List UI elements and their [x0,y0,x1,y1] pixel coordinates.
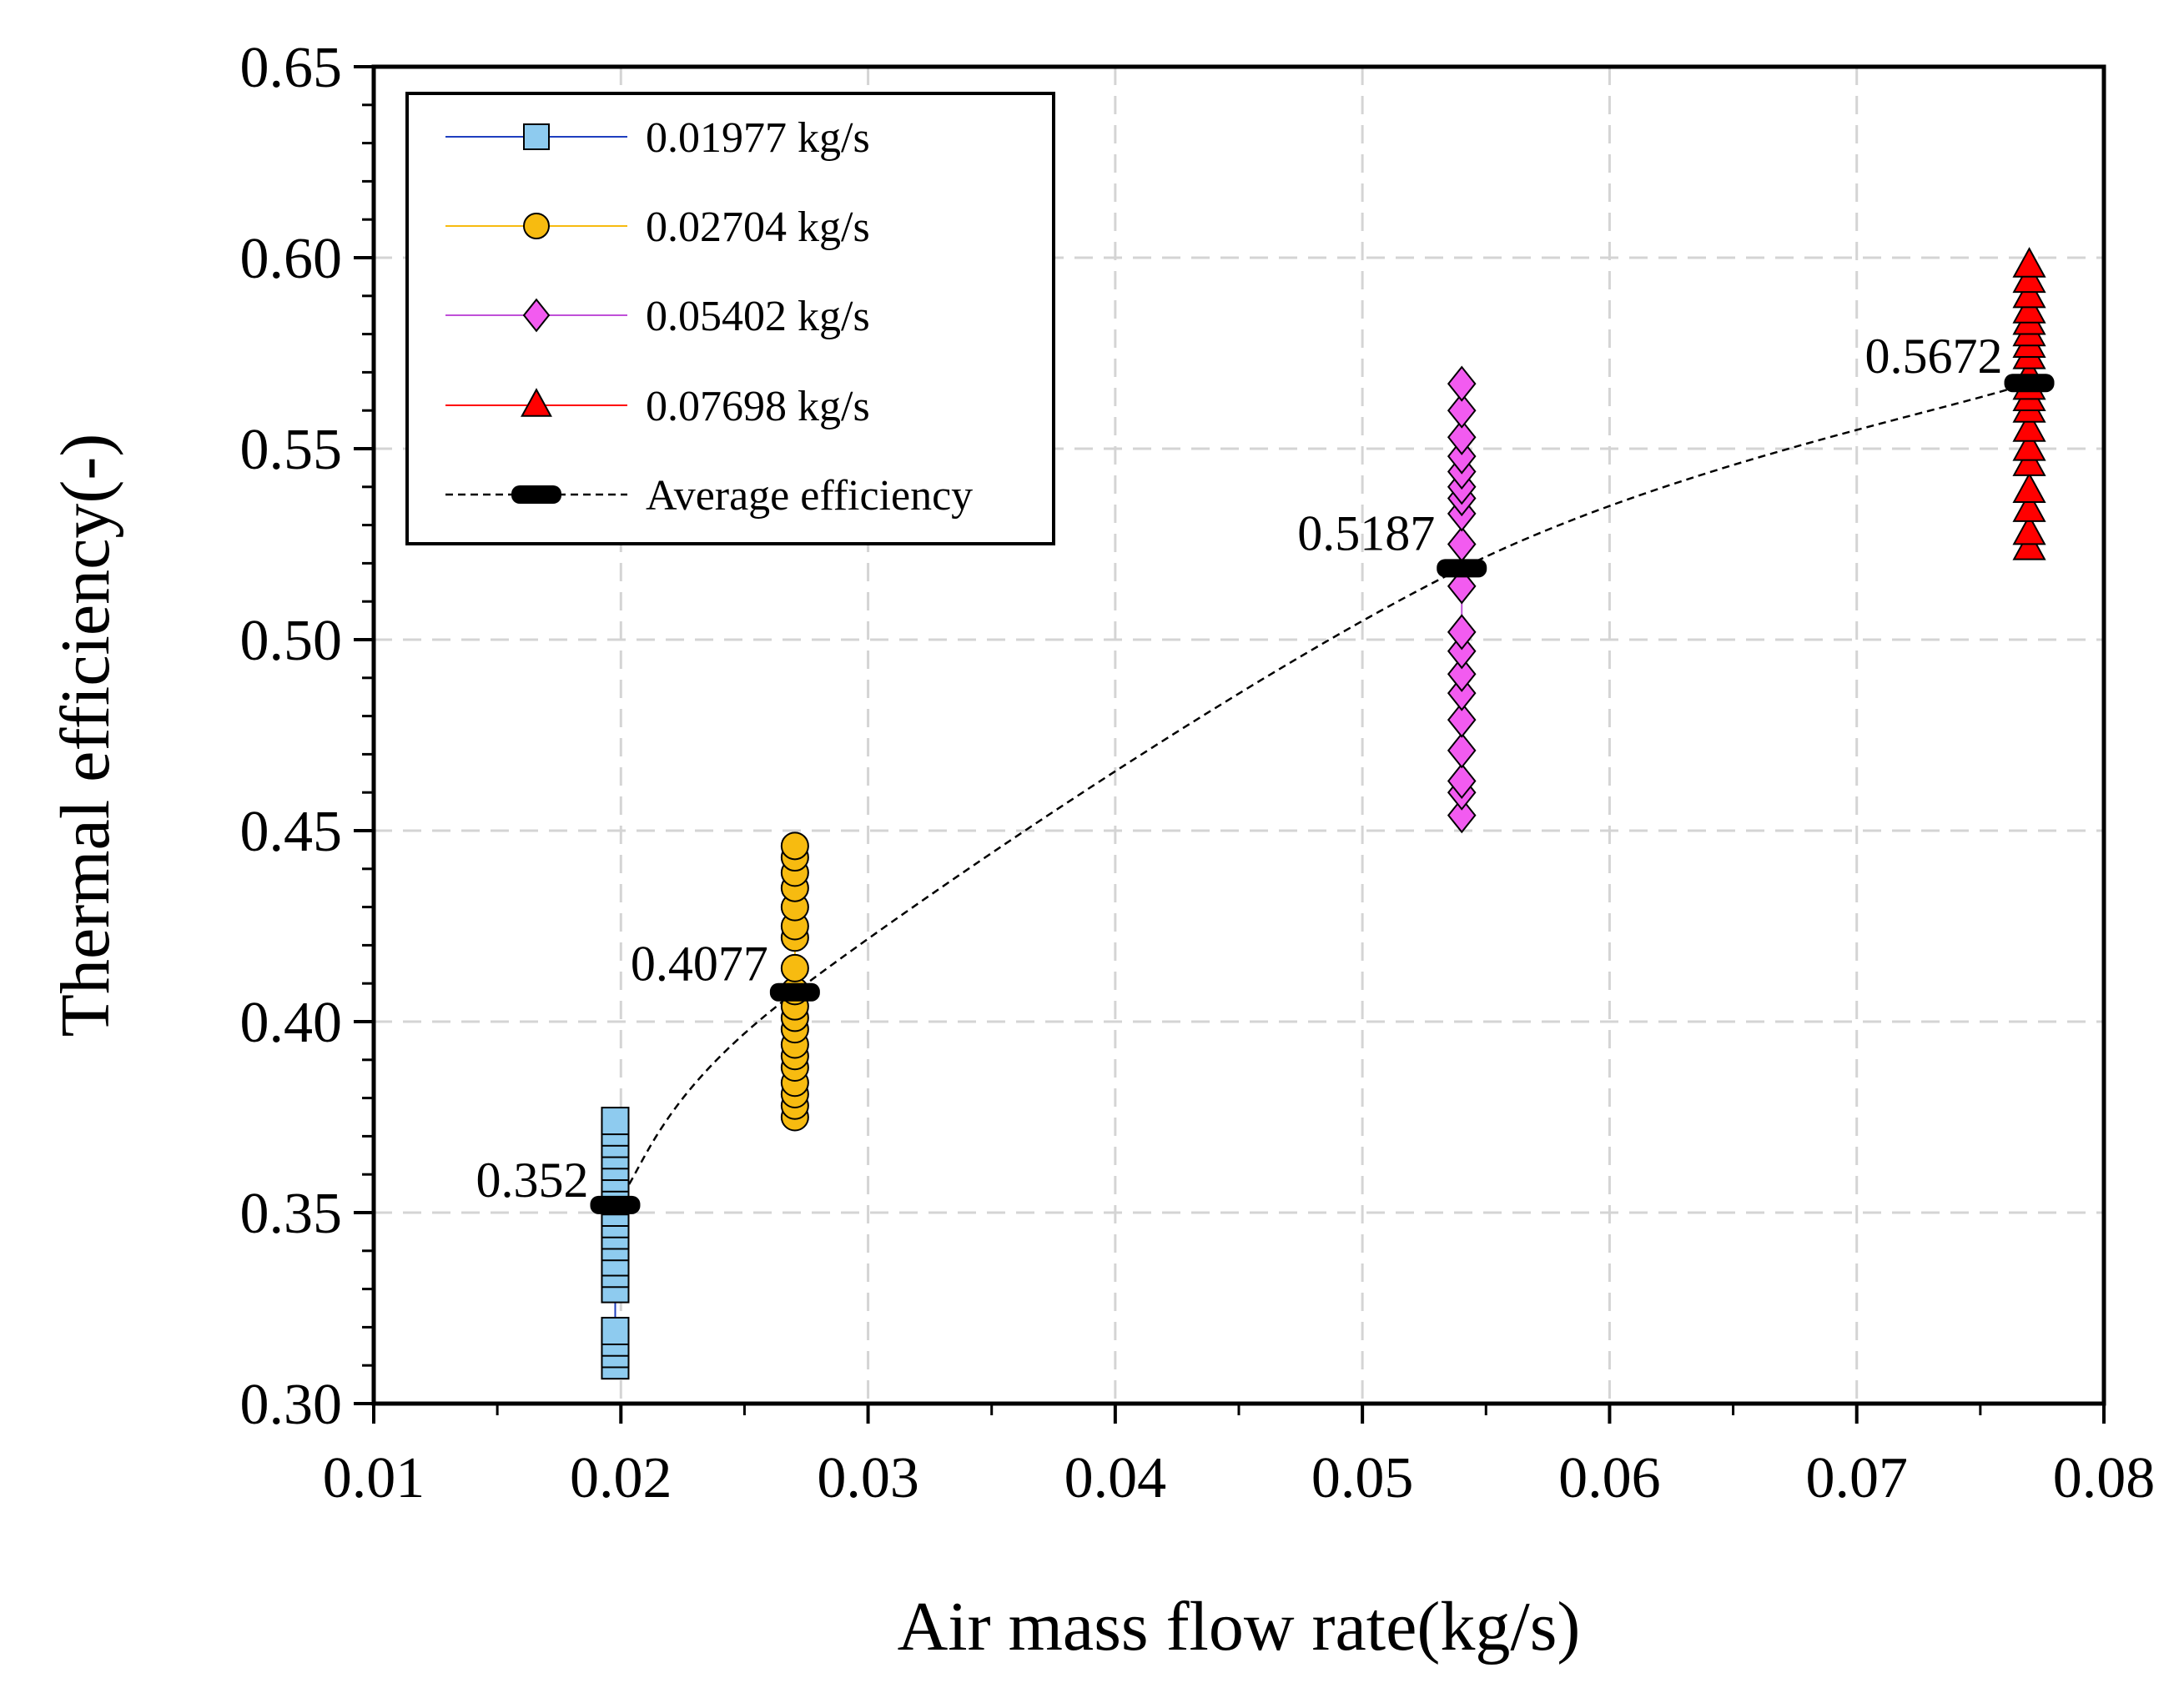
average-marker [1437,559,1487,578]
average-marker [2004,374,2055,393]
data-point [1447,797,1477,834]
series-diamond [1447,365,1477,834]
average-label: 0.4077 [631,937,768,992]
data-point [1447,701,1477,738]
y-tick-label: 0.35 [240,1182,343,1246]
average-label: 0.5187 [1297,505,1435,560]
y-axis-title: Thermal efficiency(-) [47,434,124,1037]
legend-label: 0.01977 kg/s [646,114,870,162]
legend-label: Average efficiency [646,472,973,520]
average-efficiency-line [614,382,2030,1206]
x-tick-label: 0.04 [1064,1446,1167,1510]
data-point [780,953,809,982]
x-tick-label: 0.01 [323,1446,425,1510]
data-point [2012,277,2046,309]
series-triangle [2012,247,2046,560]
x-tick-label: 0.08 [2053,1446,2156,1510]
data-point [1447,365,1477,402]
average-label: 0.5672 [1865,329,2003,384]
series-square [601,1107,630,1380]
data-point [1447,419,1477,455]
y-tick-label: 0.40 [240,991,343,1055]
data-point [1447,438,1477,475]
data-point [1447,656,1477,692]
average-marker [769,982,820,1002]
data-point [2012,293,2046,324]
data-point [2012,529,2046,560]
data-point [2012,514,2046,545]
y-tick-label: 0.60 [240,227,343,291]
average-markers [590,374,2055,1214]
data-point [1447,392,1477,429]
legend-label: 0.05402 kg/s [646,293,870,340]
data-point [1447,568,1477,605]
data-point [2012,445,2046,476]
data-point [1447,675,1477,711]
data-point [780,831,809,861]
x-tick-label: 0.03 [817,1446,919,1510]
y-tick-label: 0.30 [240,1373,343,1437]
legend-symbol-triangle [521,388,552,417]
y-tick-label: 0.65 [240,36,343,100]
data-point [2012,491,2046,522]
grid [374,67,2104,1404]
y-tick-label: 0.50 [240,609,343,673]
data-point [2012,430,2046,461]
x-tick-label: 0.05 [1311,1446,1414,1510]
data-point [1447,762,1477,800]
x-axis-title: Air mass flow rate(kg/s) [898,1588,1581,1665]
data-point [2012,411,2046,442]
legend-symbol-circle [523,213,550,239]
legend: 0.01977 kg/s 0.02704 kg/s 0.05402 kg/s 0.07… [405,92,1055,545]
series-circle [780,831,809,1132]
average-curve [614,382,2030,1206]
data-point [601,1316,630,1345]
legend-symbol-square [523,123,550,150]
data-point [2012,247,2046,278]
legend-box [405,92,1055,545]
legend-symbol-average [511,485,561,504]
average-label: 0.352 [476,1153,588,1208]
average-labels: 0.352 0.4077 0.5187 0.5672 [476,329,2002,1208]
y-tick-label: 0.45 [240,800,343,864]
legend-label: 0.02704 kg/s [646,203,870,251]
legend-label: 0.07698 kg/s [646,383,870,430]
series-points [601,247,2046,1380]
data-point [1447,525,1477,563]
data-point [1447,633,1477,670]
legend-symbol-diamond [522,298,551,333]
axes: 0.01 0.02 0.03 0.04 0.05 0.06 0.07 0.08 0.30 0.35… [240,36,2156,1510]
data-point [2012,262,2046,294]
data-point [1447,732,1477,769]
x-tick-label: 0.07 [1805,1446,1908,1510]
average-marker [590,1195,641,1214]
y-tick-label: 0.55 [240,418,343,482]
x-tick-label: 0.06 [1558,1446,1661,1510]
data-point [1447,614,1477,651]
data-point [2012,472,2046,503]
x-tick-label: 0.02 [570,1446,672,1510]
data-point [601,1107,630,1136]
